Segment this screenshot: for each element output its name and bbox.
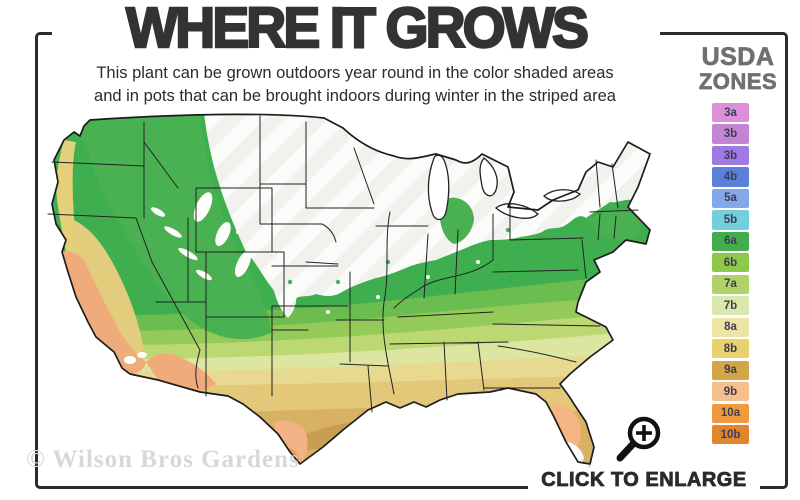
zone-chip-label: 10b [720, 428, 741, 441]
zone-chip-10b: 10b [712, 425, 749, 445]
page-title: WHERE IT GROWS [125, 0, 590, 60]
zone-chip-label: 3b [723, 149, 738, 162]
zone-chip-label: 8b [723, 342, 738, 355]
great-lakes [427, 154, 582, 221]
zone-chip-5a: 5a [712, 188, 749, 209]
usda-zones-heading: USDA ZONES [688, 43, 788, 94]
us-outline [51, 113, 651, 465]
zone-chip-label: 3a [724, 106, 737, 119]
zone-legend: 3a 3b 3b 4b 5a 5b 6a 6b 7a 7b 8a 8b 9a 9b 10a 10b [712, 103, 749, 447]
zone-chip-label: 5b [723, 213, 738, 226]
zone-chip-label: 6b [723, 256, 738, 269]
zone-chip-8a: 8a [712, 317, 749, 337]
subtitle: This plant can be grown outdoors year ro… [55, 62, 655, 108]
zone-chip-9b: 9b [712, 382, 749, 402]
zone-chip-7b: 7b [712, 296, 749, 316]
usda-zones-heading-line1: USDA [701, 43, 775, 71]
zone-chip-label: 9b [723, 385, 738, 398]
zone-chip-3b: 3b [712, 124, 749, 144]
zone-chip-9a: 9a [712, 360, 749, 380]
zone-chip-label: 7a [724, 278, 737, 291]
title-block: WHERE IT GROWS [52, 0, 660, 58]
zone-chip-3b: 3b [712, 145, 749, 166]
zone-chip-label: 8a [724, 321, 737, 334]
zone-chip-4b: 4b [712, 167, 749, 187]
zone-chip-label: 5a [724, 192, 737, 205]
watermark: © Wilson Bros Gardens [26, 446, 300, 473]
click-to-enlarge-button[interactable]: CLICK TO ENLARGE [528, 467, 760, 493]
zone-chip-label: 3b [723, 128, 738, 141]
zone-shading [52, 114, 650, 464]
zone-chip-label: 4b [723, 171, 738, 183]
usda-zones-heading-line2: ZONES [698, 69, 778, 94]
zone-chip-10a: 10a [712, 403, 749, 423]
zone-chip-3a: 3a [712, 103, 749, 123]
zone-chip-label: 10a [720, 407, 741, 420]
zone-chip-5b: 5b [712, 210, 749, 230]
zone-chip-8b: 8b [712, 339, 749, 359]
zone-chip-6a: 6a [712, 231, 749, 251]
magnifier-plus-icon[interactable] [608, 408, 668, 468]
zone-chip-label: 9a [724, 364, 737, 377]
zone-chip-6b: 6b [712, 253, 749, 273]
us-hardiness-map[interactable] [38, 112, 670, 478]
zone-chip-label: 6a [724, 235, 737, 248]
subtitle-line-2: and in pots that can be brought indoors … [94, 87, 616, 106]
subtitle-line-1: This plant can be grown outdoors year ro… [96, 64, 614, 82]
zone-chip-7a: 7a [712, 274, 749, 294]
zone-chip-label: 7b [723, 299, 738, 312]
state-borders [47, 115, 639, 413]
